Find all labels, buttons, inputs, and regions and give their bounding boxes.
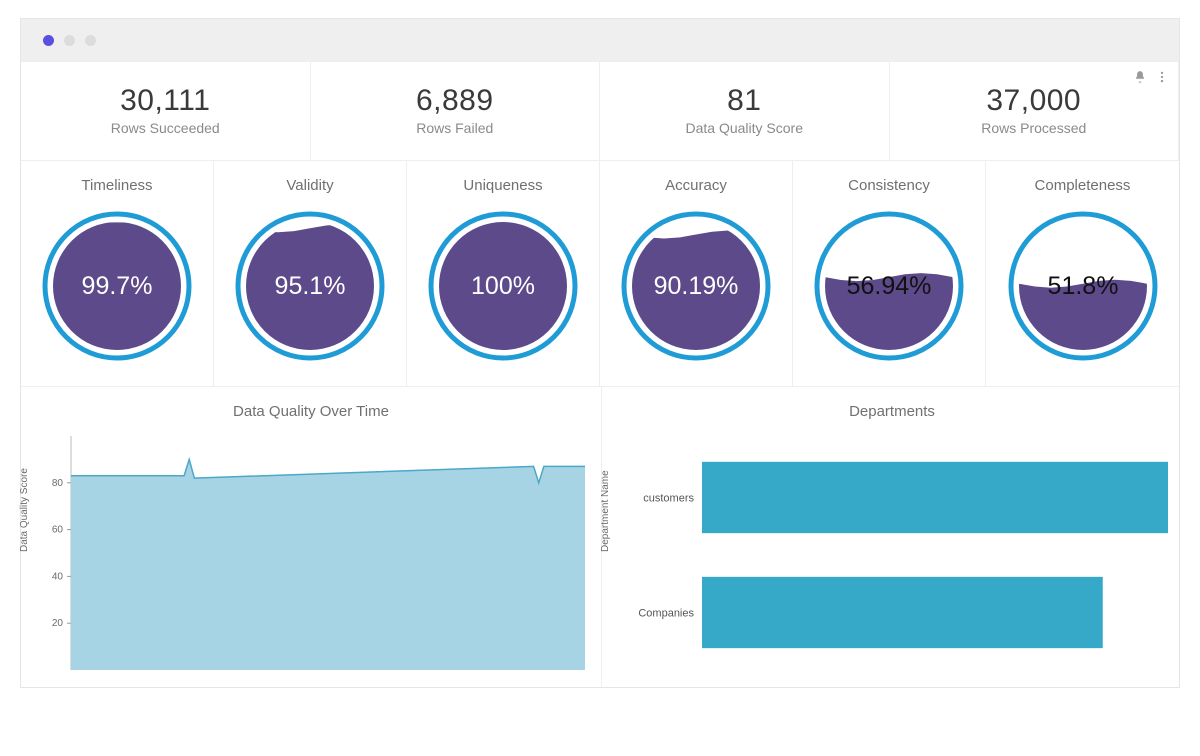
gauge-svg: 95.1% (230, 206, 390, 366)
gauge-value: 90.19% (654, 272, 739, 300)
bar-label: Companies (638, 608, 694, 620)
line-chart-title: Data Quality Over Time (31, 403, 591, 420)
kpi-rows-succeeded: 30,111 Rows Succeeded (21, 62, 311, 161)
card-tools (1133, 70, 1169, 89)
bell-icon[interactable] (1133, 70, 1147, 89)
gauge-svg: 100% (423, 206, 583, 366)
kpi-label: Data Quality Score (608, 120, 881, 136)
kpi-value: 81 (608, 84, 881, 118)
line-chart-ylabel: Data Quality Score (19, 468, 30, 552)
kpi-label: Rows Succeeded (29, 120, 302, 136)
kpi-rows-failed: 6,889 Rows Failed (311, 62, 601, 161)
gauge-svg: 56.94% (809, 206, 969, 366)
kpi-value: 37,000 (898, 84, 1171, 118)
more-icon[interactable] (1155, 70, 1169, 89)
gauge-value: 100% (471, 272, 535, 300)
gauge-title: Completeness (990, 177, 1175, 194)
bar-label: customers (643, 493, 694, 505)
gauge-value: 51.8% (1047, 272, 1118, 300)
line-chart-svg: 20 40 60 80 (31, 430, 591, 680)
gauge-uniqueness: Uniqueness 100% (407, 161, 600, 387)
charts-row: Data Quality Over Time Data Quality Scor… (21, 387, 1179, 687)
window-dot-2[interactable] (64, 35, 75, 46)
gauge-completeness: Completeness 51.8% (986, 161, 1179, 387)
bar-chart-svg: customers Companies (612, 430, 1172, 680)
gauge-accuracy: Accuracy 90.19% (600, 161, 793, 387)
gauge-title: Timeliness (25, 177, 209, 194)
bar-companies (702, 577, 1103, 648)
gauge-validity: Validity 95.1% (214, 161, 407, 387)
kpi-data-quality-score: 81 Data Quality Score (600, 62, 890, 161)
kpi-value: 6,889 (319, 84, 592, 118)
bar-chart-title: Departments (612, 403, 1172, 420)
kpi-value: 30,111 (29, 84, 302, 118)
gauge-svg: 99.7% (37, 206, 197, 366)
gauge-value: 56.94% (847, 272, 932, 300)
kpi-row: 30,111 Rows Succeeded 6,889 Rows Failed … (21, 61, 1179, 161)
gauge-value: 99.7% (82, 272, 153, 300)
window-dot-active[interactable] (43, 35, 54, 46)
dashboard-window: 30,111 Rows Succeeded 6,889 Rows Failed … (20, 18, 1180, 688)
svg-text:40: 40 (52, 571, 64, 582)
gauge-title: Consistency (797, 177, 981, 194)
window-dot-3[interactable] (85, 35, 96, 46)
gauge-title: Uniqueness (411, 177, 595, 194)
svg-text:60: 60 (52, 525, 64, 536)
kpi-label: Rows Failed (319, 120, 592, 136)
kpi-label: Rows Processed (898, 120, 1171, 136)
window-titlebar (21, 19, 1179, 61)
gauge-consistency: Consistency 56.94% (793, 161, 986, 387)
gauge-row: Timeliness 99.7% Validity 95.1% Uniqueness 10… (21, 161, 1179, 387)
svg-text:20: 20 (52, 618, 64, 629)
gauge-title: Validity (218, 177, 402, 194)
line-chart-card: Data Quality Over Time Data Quality Scor… (21, 387, 602, 687)
bar-customers (702, 462, 1168, 533)
bar-chart-card: Departments Department Name customers Com… (602, 387, 1182, 687)
gauge-svg: 90.19% (616, 206, 776, 366)
gauge-title: Accuracy (604, 177, 788, 194)
svg-text:80: 80 (52, 478, 64, 489)
gauge-svg: 51.8% (1003, 206, 1163, 366)
bar-chart-ylabel: Department Name (600, 470, 611, 552)
gauge-timeliness: Timeliness 99.7% (21, 161, 214, 387)
gauge-value: 95.1% (275, 272, 346, 300)
